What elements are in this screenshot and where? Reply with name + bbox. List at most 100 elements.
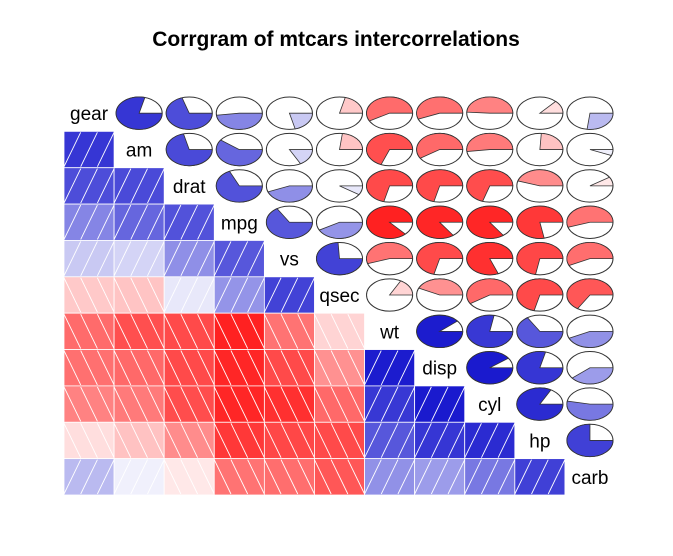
shade-hatch-line (113, 350, 132, 386)
shade-hatch-line (247, 350, 265, 386)
pie-slice (566, 278, 614, 310)
pie-slice (288, 149, 313, 165)
pie-cell-qsec-disp (416, 278, 464, 312)
shade-hatch-line (347, 386, 365, 422)
shade-cell-drat-am (113, 167, 165, 205)
shade-hatch-line (364, 423, 382, 458)
shade-hatch-line (347, 313, 365, 349)
pie-cell-vs-disp (416, 241, 464, 276)
shade-hatch-line (297, 350, 315, 386)
shade-cell-carb-wt (364, 458, 416, 496)
shade-hatch-line (63, 204, 82, 240)
shade-hatch-line (414, 386, 432, 422)
shade-hatch-line (397, 423, 416, 458)
shade-cell-cyl-disp (414, 385, 466, 423)
shade-hatch-line (96, 132, 115, 167)
shade-hatch-line (297, 423, 315, 458)
pie-cell-hp-carb (566, 423, 614, 458)
shade-hatch-line (96, 386, 115, 422)
shade-hatch-line (180, 204, 198, 240)
shade-cell-disp-qsec (314, 349, 365, 387)
shade-hatch-line (96, 241, 115, 277)
shade-cell-carb-qsec (314, 458, 365, 496)
shade-cell-hp-drat (163, 421, 215, 460)
pie-cell-gear-mpg (215, 96, 263, 130)
shade-cell-hp-gear (63, 421, 115, 460)
pie-slice (388, 280, 414, 296)
shade-hatch-line (80, 423, 98, 458)
shade-hatch-line (130, 313, 148, 349)
pie-slice (165, 97, 213, 130)
shade-cell-disp-drat (163, 349, 215, 387)
shade-hatch-line (96, 313, 115, 349)
shade-cell-wt-qsec (314, 312, 365, 350)
pie-slice (215, 112, 263, 130)
shade-hatch-line (364, 386, 382, 422)
shade-hatch-line (163, 277, 182, 313)
diag-label-mpg: mpg (221, 213, 258, 234)
shade-hatch-line (447, 423, 466, 458)
shade-hatch-line (497, 423, 516, 458)
shade-hatch-line (330, 423, 349, 458)
chart-title: Corrgram of mtcars intercorrelations (152, 28, 520, 51)
shade-cell-mpg-drat (163, 203, 215, 241)
shade-hatch-line (347, 350, 365, 386)
shade-hatch-line (130, 277, 148, 313)
shade-cell-carb-vs (263, 458, 315, 496)
pie-slice (566, 400, 614, 421)
shade-hatch-line (180, 459, 198, 495)
shade-hatch-line (130, 459, 148, 495)
shade-hatch-line (80, 386, 98, 422)
shade-cell-carb-cyl (464, 458, 516, 496)
pie-cell-drat-mpg (215, 169, 263, 203)
shade-hatch-line (147, 168, 165, 204)
shade-hatch-line (430, 423, 449, 458)
pie-cell-am-mpg (215, 132, 263, 167)
pie-cell-gear-drat (165, 96, 213, 130)
shade-hatch-line (147, 277, 165, 313)
shade-hatch-line (63, 459, 82, 495)
pie-slice (466, 205, 514, 239)
shade-hatch-line (96, 350, 115, 386)
pie-cell-qsec-carb (566, 278, 614, 312)
shade-hatch-line (464, 459, 482, 495)
shade-hatch-line (280, 277, 299, 313)
shade-hatch-line (197, 241, 215, 277)
pie-cell-qsec-wt (366, 278, 414, 312)
shade-cell-hp-am (113, 421, 165, 460)
shade-hatch-line (113, 459, 132, 495)
shade-cell-qsec-mpg (213, 276, 265, 314)
pie-cell-mpg-qsec (315, 205, 364, 239)
pie-cell-vs-wt (366, 241, 414, 276)
shade-cell-wt-am (113, 312, 165, 350)
shade-cell-hp-mpg (213, 421, 265, 460)
pie-slice (466, 242, 514, 276)
diag-label-am: am (126, 141, 152, 162)
pie-slice (339, 185, 363, 196)
shade-cell-cyl-gear (63, 385, 115, 423)
shade-hatch-line (330, 313, 349, 349)
shade-hatch-line (130, 386, 148, 422)
shade-cell-drat-gear (63, 167, 115, 205)
pie-slice (316, 242, 363, 276)
shade-hatch-line (80, 459, 98, 495)
shade-hatch-line (230, 313, 249, 349)
diag-label-cyl: cyl (478, 395, 501, 416)
shade-cell-carb-hp (514, 458, 566, 496)
pie-slice (418, 278, 464, 296)
shade-hatch-line (397, 459, 416, 495)
shade-cell-carb-am (113, 458, 165, 496)
shade-hatch-line (130, 168, 148, 204)
pie-cell-drat-wt (366, 169, 414, 203)
shade-hatch-line (263, 459, 282, 495)
shade-hatch-line (263, 386, 282, 422)
pie-slice (215, 139, 263, 167)
shade-hatch-line (314, 459, 332, 495)
shade-hatch-line (230, 386, 249, 422)
pie-cell-mpg-wt (366, 205, 414, 239)
shade-hatch-line (63, 168, 82, 204)
pie-cell-drat-qsec (315, 169, 364, 203)
pie-slice (589, 176, 614, 187)
shade-cell-hp-wt (364, 421, 416, 460)
pie-cell-gear-qsec (315, 96, 364, 130)
